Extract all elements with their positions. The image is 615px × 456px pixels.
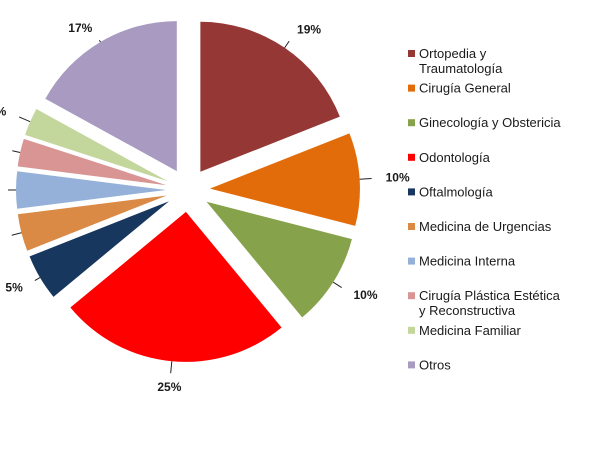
legend-label-8: Cirugía Plástica Estética [419, 288, 561, 303]
legend-swatch-6 [408, 223, 415, 230]
legend-label-8-line-2: y Reconstructiva [419, 303, 516, 318]
percent-label-9: 3% [0, 104, 7, 118]
leader-line-2 [359, 177, 372, 180]
leader-line-5 [34, 277, 41, 282]
pie-slice-5 [29, 201, 170, 297]
pie-slices [16, 21, 360, 362]
pie-slice-3 [206, 201, 352, 318]
legend-label-10: Otros [419, 357, 451, 372]
pie-slice-9 [25, 108, 168, 182]
leader-line-10 [98, 39, 101, 43]
leader-line-1 [284, 40, 290, 49]
percent-label-2: 10% [386, 171, 410, 185]
percent-labels: 19%10%10%25%5%4%4%3%3%17% [0, 21, 410, 394]
leader-line-8 [12, 150, 21, 153]
legend-swatch-9 [408, 326, 415, 334]
legend-label-5: Oftalmología [419, 184, 493, 199]
leader-line-6 [11, 232, 22, 236]
legend-swatch-1 [408, 50, 415, 57]
legend-swatch-4 [408, 153, 415, 161]
pie-slice-7 [16, 171, 167, 209]
legend-swatch-8 [408, 292, 415, 300]
percent-label-5: 5% [5, 281, 23, 295]
percent-label-1: 19% [297, 23, 321, 37]
pie-slice-2 [209, 133, 360, 226]
legend-label-4: Odontología [419, 150, 491, 165]
pie-slice-1 [200, 21, 340, 172]
percent-label-10: 17% [68, 21, 92, 35]
legend-swatch-2 [408, 84, 415, 92]
legend-label-2: Cirugía General [419, 81, 511, 96]
legend-swatch-10 [408, 361, 415, 369]
legend-label-1-line-2: Traumatología [419, 61, 503, 76]
percent-label-3: 10% [353, 288, 377, 302]
legend-swatch-5 [408, 188, 415, 196]
pie-slice-6 [17, 195, 167, 251]
leader-line-3 [332, 281, 342, 288]
legend-label-3: Ginecología y Obstericia [419, 115, 561, 130]
legend-label-9: Medicina Familiar [419, 323, 522, 338]
leader-line-4 [170, 361, 173, 374]
pie-slice-10 [45, 21, 177, 172]
legend-label-1: Ortopedia y [419, 46, 487, 61]
legend-swatch-3 [408, 119, 415, 127]
percent-label-4: 25% [157, 380, 181, 394]
legend-label-7: Medicina Interna [419, 254, 516, 269]
pie-slice-4 [70, 211, 282, 362]
legend-label-6: Medicina de Urgencias [419, 219, 552, 234]
legend-swatch-7 [408, 257, 415, 265]
leader-line-9 [18, 116, 31, 123]
pie-slice-8 [17, 138, 167, 186]
